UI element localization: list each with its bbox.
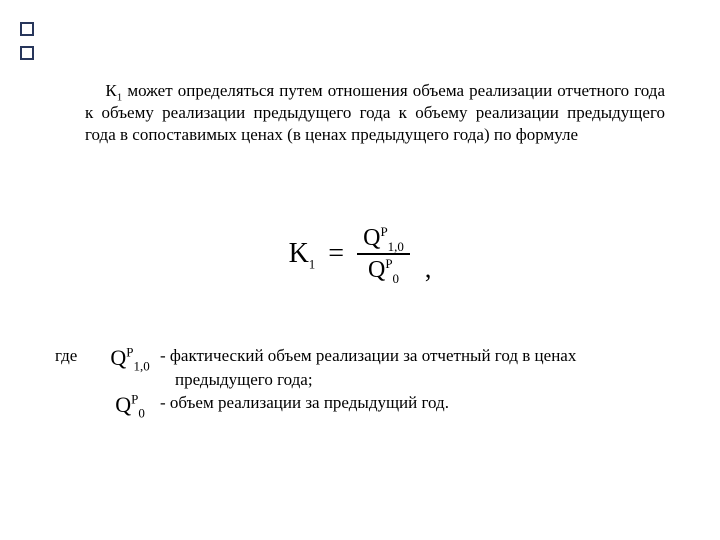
definition-text: - фактический объем реализации за отчетн… — [160, 345, 665, 368]
main-formula: K1 = QP1,0 QP0 , — [0, 225, 720, 284]
definition-text-cont: предыдущего года; — [175, 369, 665, 392]
definition-symbol: QP0 — [100, 392, 160, 416]
bullet-square-icon — [20, 46, 34, 60]
intro-paragraph: К1 может определяться путем отношения об… — [85, 80, 665, 146]
where-label: где — [55, 345, 100, 368]
formula-trailing: , — [425, 254, 432, 284]
numerator: QP1,0 — [357, 225, 410, 255]
definition-row: где QP1,0 - фактический объем реализации… — [55, 345, 665, 369]
coef-symbol: К1 — [105, 81, 122, 100]
definition-row: QP0 - объем реализации за предыдущий год… — [55, 392, 665, 416]
slide: К1 может определяться путем отношения об… — [0, 0, 720, 540]
definition-text: - объем реализации за предыдущий год. — [160, 392, 665, 415]
denominator: QP0 — [357, 255, 410, 283]
formula-fraction: QP1,0 QP0 — [357, 225, 410, 284]
equals-sign: = — [328, 238, 344, 270]
definitions-block: где QP1,0 - фактический объем реализации… — [55, 345, 665, 416]
bullet-square-icon — [20, 22, 34, 36]
intro-text: может определяться путем отношения объем… — [85, 81, 665, 144]
formula-lhs: K1 — [289, 238, 316, 270]
definition-symbol: QP1,0 — [100, 345, 160, 369]
decorative-bullets — [20, 22, 34, 60]
